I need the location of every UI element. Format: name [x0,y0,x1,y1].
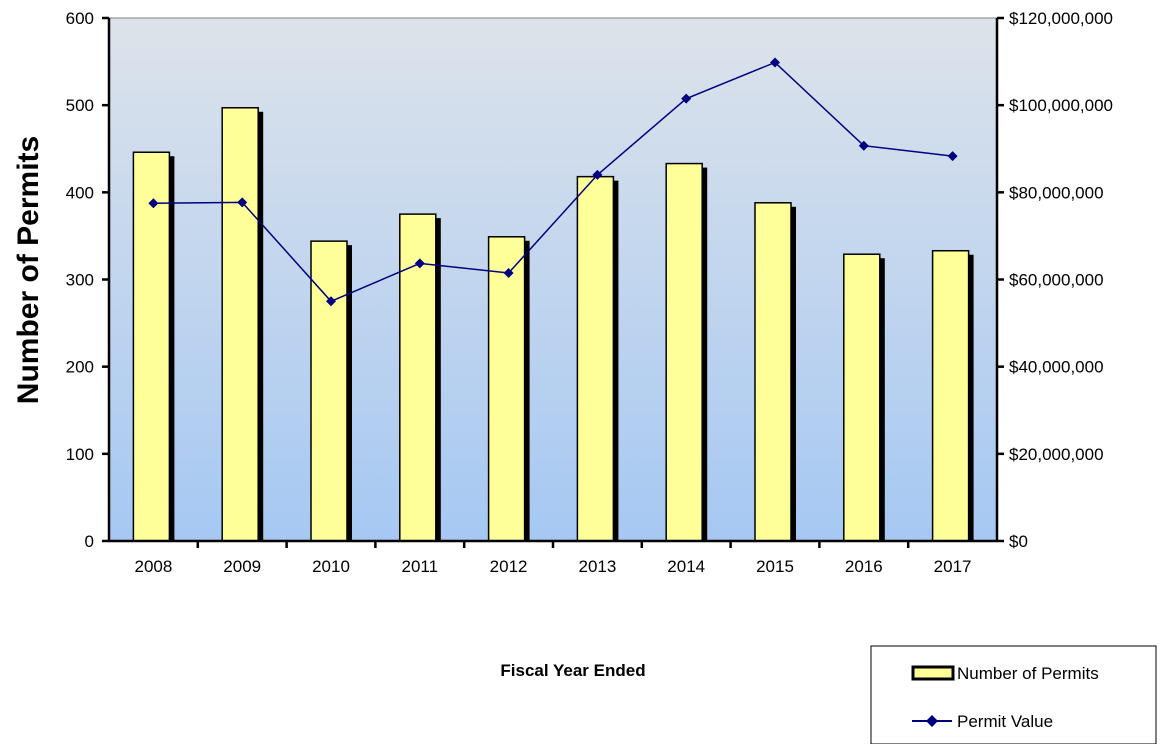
right-tick-label: $80,000,000 [1009,183,1104,202]
x-axis-title: Fiscal Year Ended [500,661,645,680]
x-tick-label: 2008 [134,557,172,576]
legend-box [870,645,1157,744]
right-tick-label: $20,000,000 [1009,445,1104,464]
line-series-permit-value [148,57,958,307]
left-tick-label: 500 [66,96,94,115]
x-tick-label: 2017 [934,557,972,576]
legend-label-permit-value: Permit Value [957,712,1053,731]
legend-label-number-of-permits: Number of Permits [957,664,1099,683]
bar-2009 [221,107,259,542]
right-tick-label: $120,000,000 [1009,9,1113,28]
bar-2013 [576,175,615,542]
x-tick-label: 2013 [578,557,616,576]
left-tick-label: 100 [66,445,94,464]
point-2013 [592,169,603,180]
x-tick-label: 2016 [845,557,883,576]
point-2009 [237,197,248,208]
x-tick-label: 2012 [490,557,528,576]
left-axis-ticks: 0 100 200 300 400 500 600 [66,9,109,551]
legend-swatch-number-of-permits [911,665,955,681]
legend: Number of Permits Permit Value [870,645,1157,744]
permit-value-line [153,61,953,303]
left-tick-label: 0 [85,532,94,551]
left-tick-label: 400 [66,183,94,202]
left-tick-label: 300 [66,271,94,290]
point-2015 [770,57,780,68]
point-2014 [681,93,692,104]
x-tick-label: 2014 [667,557,705,576]
x-tick-label: 2015 [756,557,794,576]
bar-series-number-of-permits [132,107,974,542]
bar-2014 [665,162,703,542]
left-tick-label: 200 [66,358,94,377]
x-axis-ticks: 2008 2009 2010 2011 2012 2013 2014 2015 2016 2017 [134,541,972,576]
bar-2015 [754,202,792,542]
right-tick-label: $60,000,000 [1009,271,1104,290]
x-tick-label: 2010 [312,557,350,576]
point-2010 [326,296,336,307]
bar-2008 [132,151,171,542]
point-2016 [858,140,869,151]
x-tick-label: 2009 [223,557,261,576]
point-2017 [947,151,958,162]
point-2011 [414,258,425,269]
bar-2012 [487,236,526,542]
x-tick-label: 2011 [402,557,439,576]
point-2008 [148,198,159,209]
right-tick-label: $100,000,000 [1009,96,1113,115]
bar-2016 [843,253,881,542]
right-axis-ticks: $0 $20,000,000 $40,000,000 $60,000,000 $80,0… [997,9,1113,551]
bar-2017 [931,249,970,542]
point-2012 [503,267,514,278]
y-axis-title: Number of Permits [12,136,45,404]
right-tick-label: $0 [1009,532,1028,551]
legend-marker-permit-value [926,715,938,727]
right-tick-label: $40,000,000 [1009,358,1104,377]
left-tick-label: 600 [66,9,94,28]
